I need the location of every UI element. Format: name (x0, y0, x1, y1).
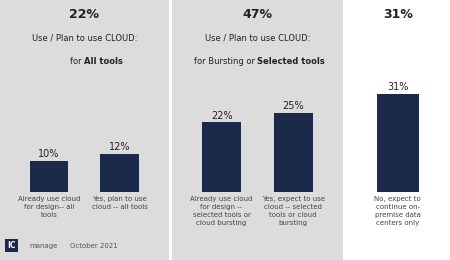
Text: 31%: 31% (387, 82, 409, 92)
Bar (274, 113, 313, 192)
Text: Yes, expect to use
cloud -- selected
tools or cloud
bursting: Yes, expect to use cloud -- selected too… (261, 196, 325, 226)
Text: manage: manage (29, 243, 58, 249)
Text: IC: IC (7, 241, 15, 250)
Bar (30, 161, 68, 192)
Text: 31%: 31% (383, 8, 413, 21)
Text: 47%: 47% (243, 8, 272, 21)
Bar (100, 154, 139, 192)
Text: Use / Plan to use CLOUD:: Use / Plan to use CLOUD: (32, 34, 137, 43)
Text: Use / Plan to use CLOUD:: Use / Plan to use CLOUD: (205, 34, 310, 43)
Text: 22%: 22% (69, 8, 99, 21)
Text: Selected tools: Selected tools (257, 57, 325, 66)
Text: All tools: All tools (85, 57, 123, 66)
Text: 25%: 25% (283, 101, 304, 111)
Text: for: for (70, 57, 85, 66)
Text: 10%: 10% (38, 149, 60, 159)
Bar (202, 122, 241, 192)
Text: for Bursting or: for Bursting or (194, 57, 257, 66)
Text: October 2021: October 2021 (70, 243, 117, 249)
Text: Already use cloud
for design --
selected tools or
cloud bursting: Already use cloud for design -- selected… (190, 196, 253, 226)
Text: Already use cloud
for design-- all
tools: Already use cloud for design-- all tools (18, 196, 80, 218)
Bar (377, 94, 418, 192)
Text: 22%: 22% (211, 110, 232, 121)
Text: No, expect to
continue on-
premise data
centers only: No, expect to continue on- premise data … (374, 196, 421, 226)
Text: 12%: 12% (109, 142, 130, 152)
Text: Yes, plan to use
cloud -- all tools: Yes, plan to use cloud -- all tools (92, 196, 148, 210)
